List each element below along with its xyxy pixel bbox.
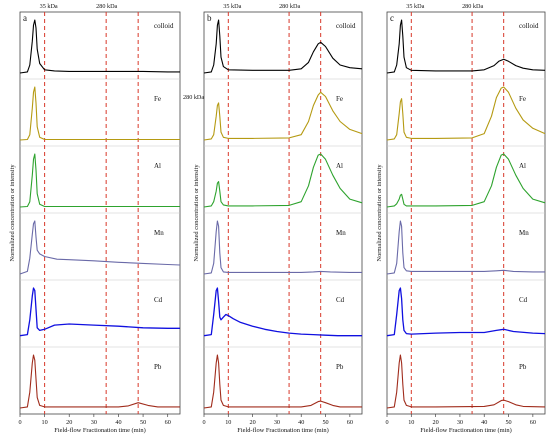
x-tick-label: 10	[225, 419, 231, 426]
top-label-280kda: 280 kDa	[96, 3, 117, 10]
series-line-cd	[203, 287, 362, 337]
series-line-pb	[386, 354, 546, 409]
x-tick-label: 50	[322, 419, 328, 426]
series-line-mn	[203, 220, 362, 275]
x-tick-label: 10	[42, 419, 48, 426]
series-label-cd: Cd	[154, 296, 163, 304]
x-tick-label: 30	[457, 419, 463, 426]
series-label-pb: Pb	[336, 363, 344, 371]
y-axis-label: Normalized concentration or intensity	[376, 164, 383, 262]
series-line-al	[203, 153, 363, 208]
x-tick-label: 20	[250, 419, 256, 426]
series-label-mn: Mn	[154, 229, 164, 237]
series-line-cd	[386, 287, 546, 337]
y-axis-label: Normalized concentration or intensity	[9, 164, 16, 262]
series-label-al: Al	[519, 162, 526, 170]
x-tick-label: 0	[202, 419, 205, 426]
x-tick-label: 40	[115, 419, 121, 426]
panel-label: a	[23, 13, 27, 23]
x-tick-label: 10	[408, 419, 414, 426]
top-label-35kda: 35 kDa	[40, 3, 58, 10]
x-axis-label: Field-flow Fractionation time (min)	[54, 427, 145, 434]
x-tick-label: 60	[165, 419, 171, 426]
panel-label: b	[207, 13, 212, 23]
series-label-cd: Cd	[336, 296, 345, 304]
series-label-pb: Pb	[519, 363, 527, 371]
y-axis-label: Normalized concentration or intensity	[193, 164, 200, 262]
series-line-colloid	[386, 19, 546, 74]
series-label-al: Al	[336, 162, 343, 170]
series-line-cd	[19, 287, 180, 337]
x-tick-label: 30	[91, 419, 97, 426]
series-line-pb	[19, 354, 180, 409]
panel-label: c	[390, 13, 394, 23]
x-tick-label: 0	[18, 419, 21, 426]
series-line-colloid	[19, 19, 180, 74]
series-label-colloid: colloid	[519, 22, 539, 30]
series-label-al: Al	[154, 162, 161, 170]
series-label-cd: Cd	[519, 296, 528, 304]
extra-label-280kda: 280 kDa	[183, 94, 204, 101]
series-line-mn	[386, 220, 545, 275]
series-label-fe: Fe	[336, 95, 343, 103]
series-line-al	[386, 153, 546, 208]
series-line-fe	[386, 86, 546, 141]
top-label-35kda: 35 kDa	[223, 3, 241, 10]
x-tick-label: 60	[347, 419, 353, 426]
series-label-pb: Pb	[154, 363, 162, 371]
series-line-pb	[203, 354, 362, 409]
series-label-colloid: colloid	[336, 22, 356, 30]
top-label-35kda: 35 kDa	[406, 3, 424, 10]
x-tick-label: 50	[140, 419, 146, 426]
series-line-mn	[19, 220, 181, 275]
x-tick-label: 40	[298, 419, 304, 426]
top-label-280kda: 280 kDa	[279, 3, 300, 10]
series-label-colloid: colloid	[154, 22, 174, 30]
x-tick-label: 0	[385, 419, 388, 426]
series-line-colloid	[203, 19, 363, 74]
x-tick-label: 50	[505, 419, 511, 426]
series-line-al	[19, 153, 180, 208]
x-tick-label: 60	[530, 419, 536, 426]
x-axis-label: Field-flow Fractionation time (min)	[420, 427, 511, 434]
series-label-fe: Fe	[154, 95, 161, 103]
series-line-fe	[19, 86, 180, 141]
x-tick-label: 30	[274, 419, 280, 426]
series-line-fe	[203, 91, 363, 141]
series-label-mn: Mn	[336, 229, 346, 237]
x-tick-label: 40	[481, 419, 487, 426]
series-label-mn: Mn	[519, 229, 529, 237]
x-axis-label: Field-flow Fractionation time (min)	[237, 427, 328, 434]
series-label-fe: Fe	[519, 95, 526, 103]
x-tick-label: 20	[66, 419, 72, 426]
x-tick-label: 20	[433, 419, 439, 426]
top-label-280kda: 280 kDa	[462, 3, 483, 10]
